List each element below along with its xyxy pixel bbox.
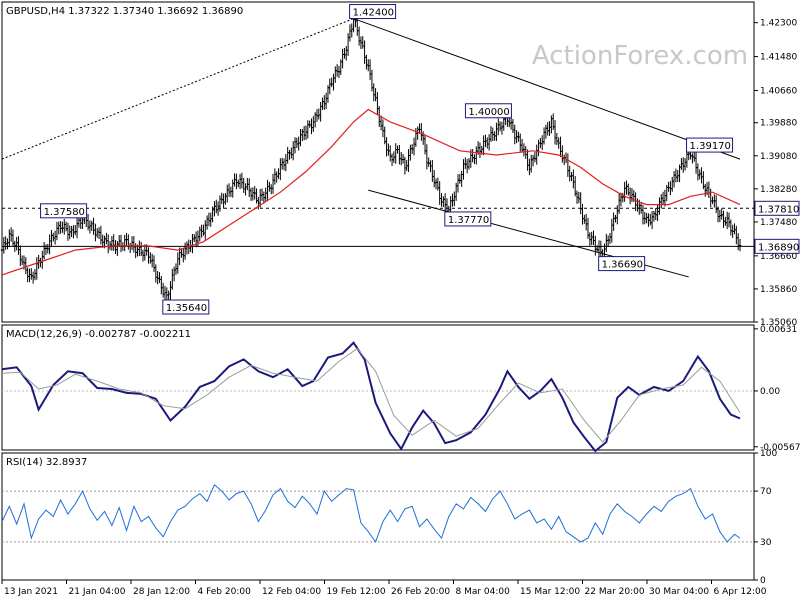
macd-y-tick-label: -0.005671 [760,443,800,453]
main-y-tick-label: 1.40660 [760,86,797,96]
main-y-tick-label: 1.35860 [760,285,797,295]
trendline [1,18,354,160]
trendline [353,18,741,160]
x-tick-label: 15 Mar 12:00 [520,587,580,597]
level-label-box [754,200,800,216]
annotation-label: 1.42400 [353,8,394,19]
annotation-label: 1.35640 [166,303,207,314]
annotation-box [349,4,397,20]
annotation-label: 1.37770 [448,215,489,226]
watermark-text: ActionForex.com [532,41,748,71]
level-label: 1.37810 [758,204,799,215]
level-label: 1.36890 [758,242,799,253]
rsi-y-tick-label: 70 [760,487,772,497]
macd-y-tick-label: 0.00 [760,387,780,397]
x-tick-label: 12 Feb 04:00 [262,587,321,597]
x-tick-label: 6 Apr 12:00 [714,587,767,597]
annotation-box [444,211,492,227]
x-tick-label: 30 Mar 04:00 [649,587,709,597]
annotation-box [686,137,734,153]
moving-average-line [1,108,741,276]
main-y-tick-label: 1.41480 [760,53,797,63]
main-y-tick-label: 1.38280 [760,185,797,195]
main-y-tick-label: 1.35060 [760,318,797,328]
rsi-series-line [1,483,741,543]
level-label-box [754,238,800,254]
x-tick-label: 13 Jan 2021 [4,587,58,597]
main-y-tick-label: 1.36660 [760,252,797,262]
x-tick-label: 8 Mar 04:00 [456,587,511,597]
macd-y-tick-label: 0.00631 [760,325,797,335]
annotation-box [162,299,210,315]
main-y-tick-label: 1.39880 [760,119,797,129]
main-y-tick-label: 1.37480 [760,218,797,228]
main-y-tick-label: 1.39080 [760,152,797,162]
rsi-y-tick-label: 0 [760,576,766,586]
annotation-label: 1.36690 [602,260,643,271]
main-y-tick-label: 1.42300 [760,19,797,29]
x-tick-label: 19 Feb 12:00 [327,587,386,597]
annotation-box [464,103,512,119]
x-tick-label: 28 Jan 12:00 [133,587,190,597]
annotation-box [598,256,646,272]
annotation-label: 1.40000 [468,107,509,118]
x-tick-label: 22 Mar 20:00 [585,587,645,597]
x-tick-label: 26 Feb 20:00 [391,587,450,597]
x-tick-label: 21 Jan 04:00 [69,587,126,597]
macd-series-signal [1,347,741,443]
annotation-box [40,203,88,219]
macd-series-macd [1,341,741,453]
annotation-label: 1.37580 [44,207,85,218]
rsi-panel-frame [1,452,755,581]
rsi-y-tick-label: 30 [760,538,772,548]
macd-title: MACD(12,26,9) -0.002787 -0.002211 [6,329,191,340]
rsi-y-tick-label: 100 [760,449,777,459]
x-tick-label: 4 Feb 20:00 [198,587,252,597]
main-chart-title: GBPUSD,H4 1.37322 1.37340 1.36692 1.3689… [6,6,243,17]
annotation-label: 1.39170 [690,141,731,152]
rsi-title: RSI(14) 32.8937 [6,457,87,468]
